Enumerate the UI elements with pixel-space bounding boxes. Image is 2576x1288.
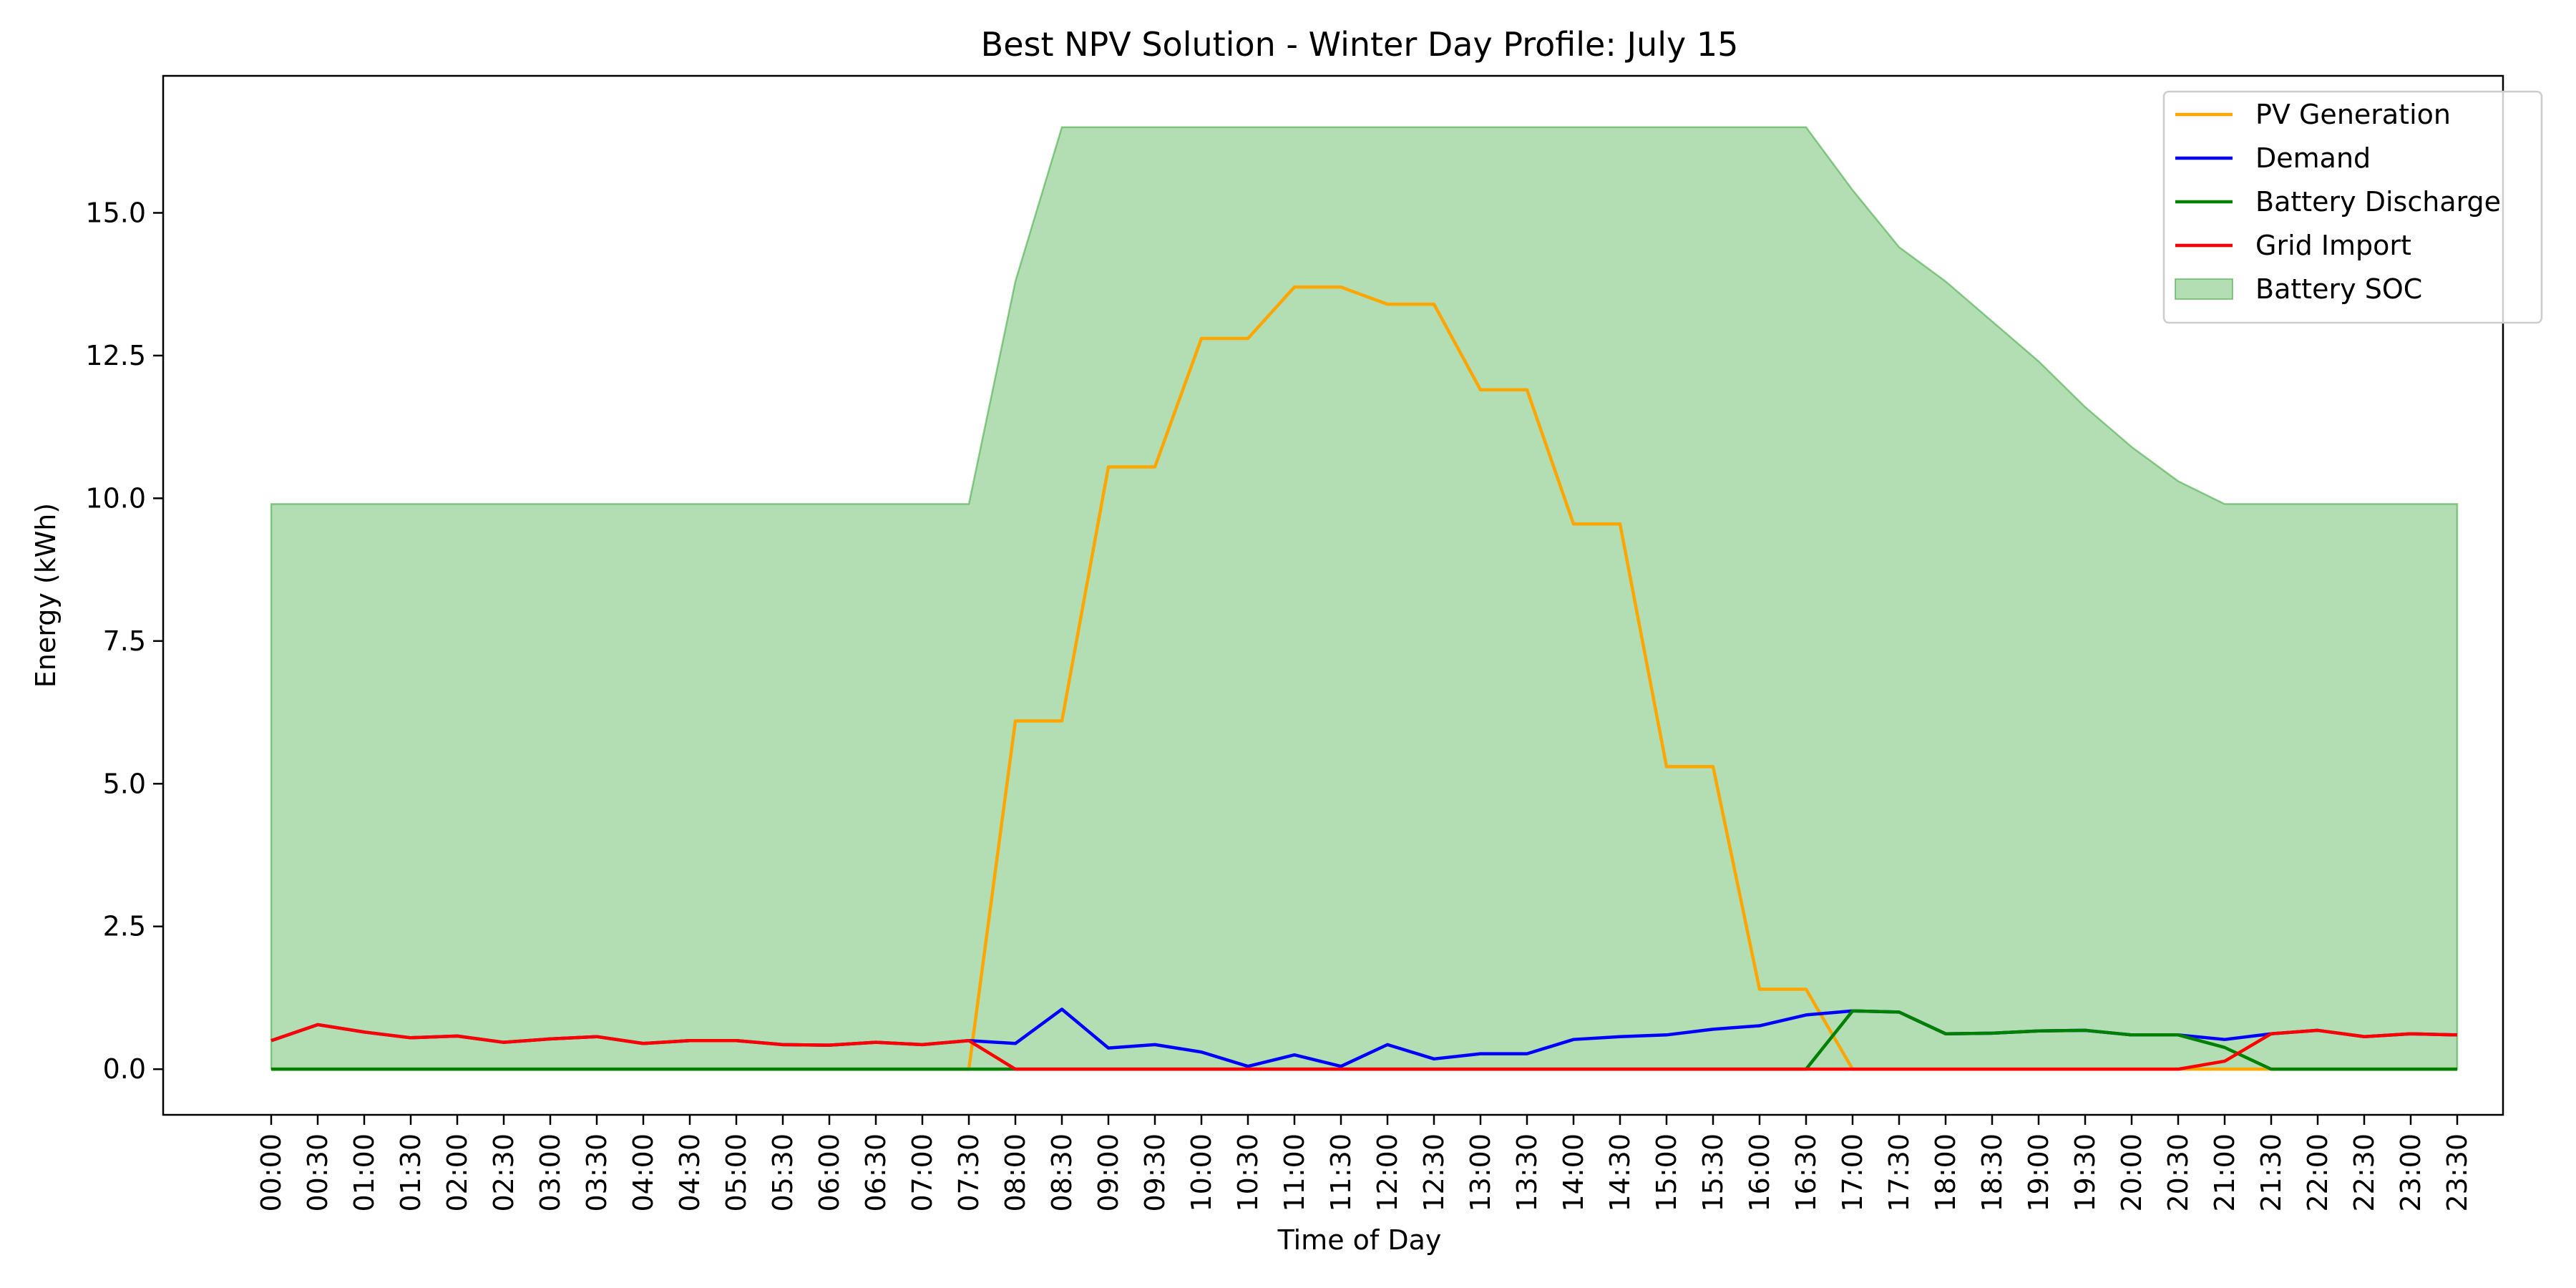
- y-axis-label: Energy (kWh): [30, 503, 62, 688]
- x-axis: 00:00 00:30 01:00 01:30 02:00 02:30 03:00 03:30…: [255, 1115, 2473, 1212]
- x-tick-label: 13:00: [1465, 1133, 1496, 1212]
- x-tick-label: 07:30: [953, 1133, 985, 1212]
- x-tick-label: 04:00: [628, 1133, 659, 1212]
- x-tick-label: 14:00: [1558, 1133, 1589, 1212]
- x-tick-label: 06:30: [860, 1133, 892, 1212]
- x-tick-label: 20:00: [2116, 1133, 2147, 1212]
- x-tick-label: 11:00: [1279, 1133, 1310, 1212]
- x-tick-label: 12:30: [1418, 1133, 1450, 1212]
- x-tick-label: 23:00: [2395, 1133, 2426, 1212]
- x-tick-label: 08:30: [1046, 1133, 1078, 1212]
- y-axis: 0.0 2.5 5.0 7.5 10.0 12.5 15.0: [85, 197, 163, 1085]
- legend-label-battery-soc: Battery SOC: [2255, 273, 2422, 305]
- x-tick-label: 16:30: [1790, 1133, 1822, 1212]
- x-tick-label: 08:00: [1000, 1133, 1031, 1212]
- legend-box: [2162, 90, 2543, 324]
- legend-label-battery-discharge: Battery Discharge: [2255, 186, 2501, 218]
- x-tick-label: 22:00: [2302, 1133, 2333, 1212]
- x-tick-label: 03:30: [581, 1133, 613, 1212]
- legend-label-grid-import: Grid Import: [2255, 230, 2411, 261]
- x-tick-label: 10:30: [1232, 1133, 1264, 1212]
- x-tick-label: 01:30: [395, 1133, 426, 1212]
- x-tick-label: 22:30: [2348, 1133, 2380, 1212]
- series-area-battery-soc: [270, 126, 2459, 1070]
- x-tick-label: 15:00: [1651, 1133, 1682, 1212]
- x-tick-label: 19:00: [2023, 1133, 2054, 1212]
- series-line-grid-import: [270, 1023, 2458, 1071]
- x-tick-label: 02:30: [488, 1133, 519, 1212]
- x-tick-label: 16:00: [1744, 1133, 1775, 1212]
- x-tick-label: 00:30: [302, 1133, 333, 1212]
- x-tick-label: 07:00: [907, 1133, 938, 1212]
- legend-label-pv-generation: PV Generation: [2255, 99, 2451, 130]
- y-tick-label: 0.0: [103, 1053, 146, 1085]
- x-tick-label: 11:30: [1325, 1133, 1357, 1212]
- legend-label-demand: Demand: [2255, 142, 2371, 174]
- x-tick-label: 09:30: [1139, 1133, 1171, 1212]
- x-tick-label: 18:30: [1976, 1133, 2008, 1212]
- y-tick-label: 10.0: [85, 482, 146, 514]
- x-tick-label: 17:30: [1883, 1133, 1915, 1212]
- x-axis-label: Time of Day: [1277, 1224, 1442, 1256]
- x-tick-label: 17:00: [1837, 1133, 1868, 1212]
- series-layer: [270, 126, 2459, 1071]
- x-tick-label: 06:00: [814, 1133, 845, 1212]
- x-tick-label: 13:30: [1511, 1133, 1543, 1212]
- x-tick-label: 20:30: [2162, 1133, 2194, 1212]
- y-tick-label: 2.5: [103, 911, 146, 942]
- x-tick-label: 03:00: [535, 1133, 566, 1212]
- x-tick-label: 23:30: [2441, 1133, 2473, 1212]
- y-tick-label: 12.5: [85, 340, 146, 371]
- x-tick-label: 04:30: [674, 1133, 706, 1212]
- x-tick-label: 02:00: [441, 1133, 473, 1212]
- y-tick-label: 5.0: [103, 768, 146, 799]
- x-tick-label: 12:00: [1372, 1133, 1403, 1212]
- x-tick-label: 21:30: [2255, 1133, 2287, 1212]
- x-tick-label: 05:00: [721, 1133, 752, 1212]
- x-tick-label: 05:30: [767, 1133, 799, 1212]
- y-tick-label: 7.5: [103, 625, 146, 657]
- chart-title: Best NPV Solution - Winter Day Profile: …: [981, 25, 1739, 64]
- x-tick-label: 21:00: [2209, 1133, 2240, 1212]
- y-tick-label: 15.0: [85, 197, 146, 228]
- x-tick-label: 14:30: [1604, 1133, 1636, 1212]
- x-tick-label: 01:00: [348, 1133, 380, 1212]
- x-tick-label: 00:00: [255, 1133, 287, 1212]
- legend-swatch-battery-soc: [2175, 278, 2233, 300]
- x-tick-label: 15:30: [1697, 1133, 1729, 1212]
- legend: PV Generation Demand Battery Discharge Grid…: [2162, 90, 2543, 324]
- x-tick-label: 19:30: [2069, 1133, 2101, 1212]
- x-tick-label: 09:00: [1093, 1133, 1124, 1212]
- plot-frame: [162, 74, 2504, 1116]
- x-tick-label: 10:00: [1186, 1133, 1217, 1212]
- x-tick-label: 18:00: [1930, 1133, 1961, 1212]
